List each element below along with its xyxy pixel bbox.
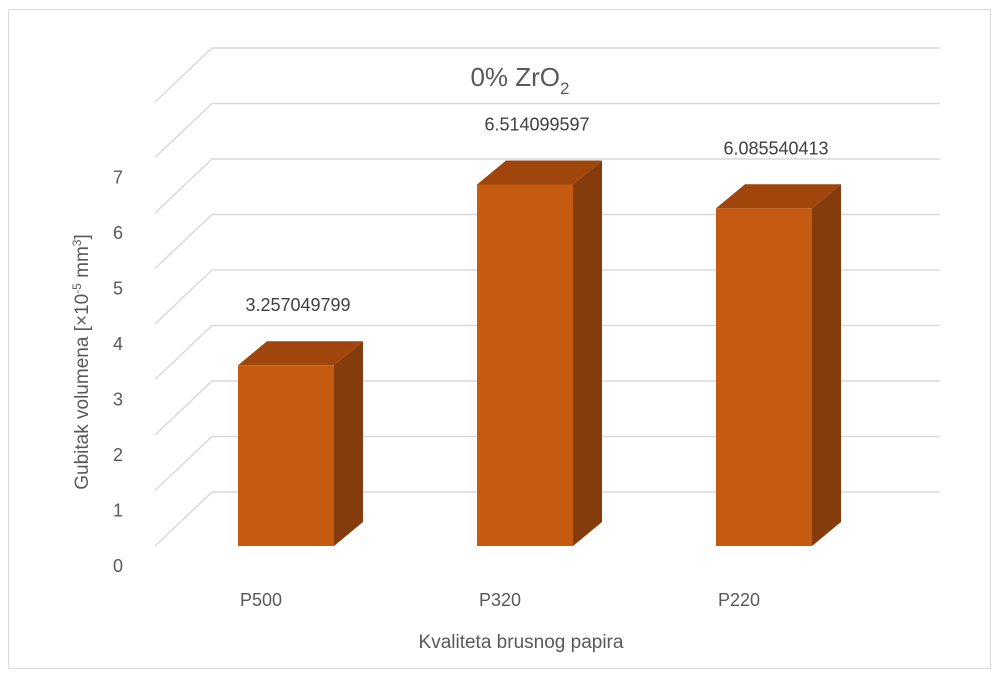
gridline bbox=[154, 380, 940, 436]
bar-p500 bbox=[238, 341, 363, 546]
gridline bbox=[154, 158, 940, 214]
x-tick-label: P500 bbox=[240, 590, 282, 610]
gridline bbox=[154, 213, 940, 270]
gridline bbox=[154, 269, 940, 325]
y-tick-label: 5 bbox=[113, 279, 123, 299]
bar-top bbox=[716, 184, 841, 209]
bar-side bbox=[812, 184, 841, 546]
y-tick-label: 1 bbox=[113, 501, 123, 521]
y-tick-label: 7 bbox=[113, 168, 123, 188]
chart-title: 0% ZrO2 bbox=[470, 62, 569, 98]
bar-front bbox=[477, 184, 573, 546]
x-tick-label: P220 bbox=[718, 590, 760, 610]
gridline bbox=[154, 47, 940, 103]
y-tick-label: 3 bbox=[113, 390, 123, 410]
gridline bbox=[154, 491, 940, 547]
data-label: 6.514099597 bbox=[484, 114, 589, 134]
bar-p220 bbox=[716, 184, 841, 546]
bar-side bbox=[573, 160, 602, 546]
x-axis-ticks: P500 P320 P220 bbox=[240, 590, 760, 610]
bar-p320 bbox=[477, 160, 602, 546]
bars bbox=[238, 160, 841, 546]
y-axis-title: Gubitak volumena [×10-5 mm3] bbox=[70, 234, 93, 490]
y-axis-ticks: 0 1 2 3 4 5 6 7 bbox=[113, 168, 123, 577]
data-label: 3.257049799 bbox=[245, 295, 350, 315]
x-axis-title: Kvaliteta brusnog papira bbox=[419, 632, 624, 653]
y-tick-label: 6 bbox=[113, 223, 123, 243]
bar-front bbox=[238, 365, 334, 546]
bar-front bbox=[716, 208, 812, 546]
bar-top bbox=[477, 160, 602, 185]
bar-side bbox=[334, 341, 363, 546]
gridline bbox=[154, 435, 940, 492]
x-tick-label: P320 bbox=[479, 590, 521, 610]
gridline bbox=[154, 102, 940, 159]
y-tick-label: 4 bbox=[113, 334, 123, 354]
data-labels: 3.257049799 6.514099597 6.085540413 bbox=[245, 114, 828, 315]
data-label: 6.085540413 bbox=[723, 138, 828, 158]
y-tick-label: 0 bbox=[113, 556, 123, 576]
gridlines bbox=[154, 47, 940, 547]
gridline bbox=[154, 324, 940, 381]
chart-title-subscript: 2 bbox=[560, 79, 569, 98]
bar-top bbox=[238, 341, 363, 366]
y-tick-label: 2 bbox=[113, 445, 123, 465]
